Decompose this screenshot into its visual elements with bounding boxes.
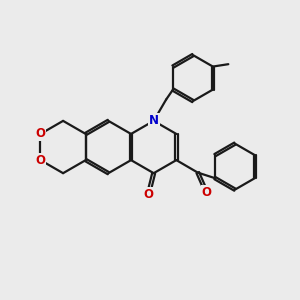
Text: N: N (149, 114, 159, 128)
Text: O: O (35, 154, 45, 166)
Text: O: O (35, 128, 45, 140)
Text: O: O (143, 188, 153, 201)
Text: O: O (202, 186, 212, 199)
